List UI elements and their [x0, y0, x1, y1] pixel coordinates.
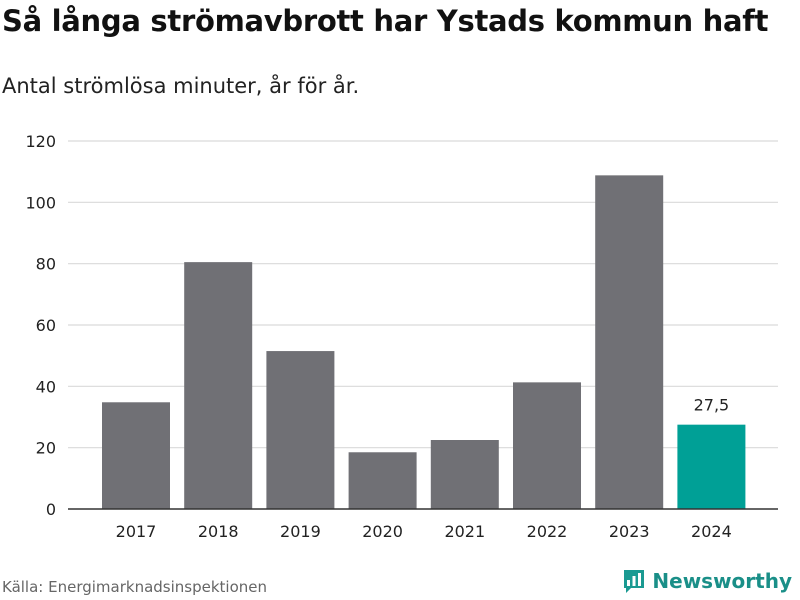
x-tick-label: 2021: [444, 522, 485, 541]
newsworthy-logo-icon: [624, 570, 645, 593]
x-tick-label: 2020: [362, 522, 403, 541]
bar-2018: [184, 262, 253, 509]
chart-title: Så långa strömavbrott har Ystads kommun …: [2, 4, 769, 38]
x-axis-ticks: 2017 2018 2019 2020 2021 2022 2023 2024: [116, 522, 732, 541]
source-note: Källa: Energimarknadsinspektionen: [2, 578, 268, 596]
y-tick-label: 20: [36, 439, 56, 458]
chart-subtitle: Antal strömlösa minuter, år för år.: [2, 74, 360, 98]
brand-name: Newsworthy: [652, 569, 792, 593]
x-tick-label: 2023: [609, 522, 650, 541]
y-tick-label: 0: [46, 500, 56, 519]
x-tick-label: 2017: [116, 522, 157, 541]
bar-2022: [513, 382, 581, 509]
y-tick-label: 120: [25, 132, 56, 151]
bar-2020: [348, 452, 417, 509]
bar-2017: [102, 402, 170, 509]
data-labels: 27,5: [694, 396, 730, 415]
bar-2023: [595, 175, 664, 509]
x-tick-label: 2024: [691, 522, 732, 541]
x-tick-label: 2018: [198, 522, 239, 541]
data-label: 27,5: [694, 396, 730, 415]
bar-2024: [677, 424, 746, 509]
y-tick-label: 60: [36, 316, 56, 335]
brand-logo: Newsworthy: [622, 568, 792, 594]
gridlines: [68, 140, 778, 449]
y-tick-label: 80: [36, 255, 56, 274]
bar-2021: [430, 440, 499, 509]
bar-2019: [266, 351, 335, 509]
x-tick-label: 2022: [527, 522, 568, 541]
bars: [102, 175, 746, 509]
x-tick-label: 2019: [280, 522, 321, 541]
y-tick-label: 40: [36, 377, 56, 396]
y-axis-ticks: 0 20 40 60 80 100 120: [25, 132, 56, 519]
y-tick-label: 100: [25, 193, 56, 212]
